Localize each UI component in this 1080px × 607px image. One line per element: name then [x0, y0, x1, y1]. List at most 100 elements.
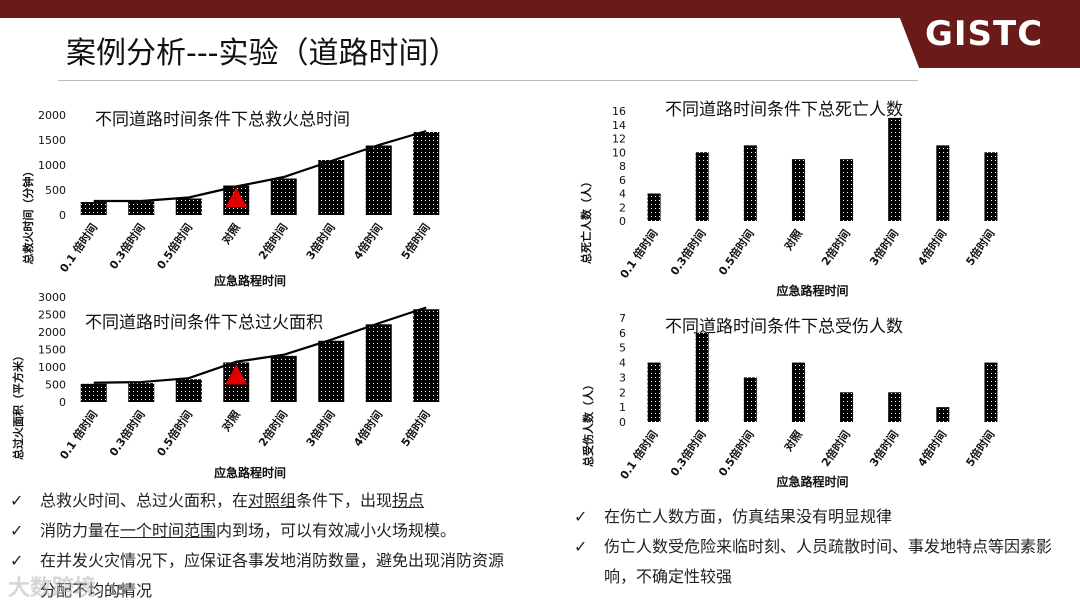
x-tick-label: 0.3倍时间 — [106, 408, 148, 459]
x-tick-label: 4倍时间 — [914, 227, 949, 268]
bar — [128, 201, 155, 215]
x-tick-label: 0.5倍时间 — [715, 428, 757, 479]
bullet-text: 在伤亡人数方面，仿真结果没有明显规律 — [604, 507, 893, 526]
bullet-text: 内到场，可以有效减小火场规模。 — [216, 521, 457, 540]
y-tick-label: 16 — [612, 105, 626, 118]
x-tick-label: 3倍时间 — [866, 428, 901, 469]
y-tick-label: 7 — [619, 312, 626, 325]
y-tick-label: 1000 — [38, 159, 66, 172]
check-icon: ✓ — [10, 521, 24, 540]
x-tick-label: 4倍时间 — [914, 428, 949, 469]
bullet-text: 总救火时间、总过火面积，在 — [40, 491, 249, 510]
y-tick-label: 10 — [612, 146, 626, 159]
x-tick-label: 0.5倍时间 — [154, 221, 196, 272]
y-tick-label: 0 — [619, 416, 626, 429]
y-tick-label: 6 — [619, 327, 626, 340]
bar — [888, 117, 902, 221]
chart-title: 不同道路时间条件下总救火总时间 — [95, 110, 350, 130]
check-icon: ✓ — [574, 507, 588, 526]
y-tick-label: 14 — [612, 119, 626, 132]
bar — [888, 392, 902, 422]
chart-title: 不同道路时间条件下总过火面积 — [85, 313, 323, 333]
top-banner — [0, 0, 1080, 18]
x-tick-label: 3倍时间 — [866, 227, 901, 268]
title-divider — [58, 80, 918, 81]
inflection-marker — [225, 364, 248, 385]
x-tick-label: 5倍时间 — [398, 221, 433, 262]
y-tick-label: 0 — [59, 209, 66, 222]
x-tick-label: 0.1 倍时间 — [56, 221, 100, 275]
y-tick-label: 2000 — [38, 326, 66, 339]
check-icon: ✓ — [574, 537, 588, 556]
trend-line — [93, 129, 427, 203]
bullet-item: ✓ 在并发火灾情况下，应保证各事发地消防数量，避免出现消防资源分配不均的情况 — [10, 546, 510, 606]
bar — [695, 152, 709, 221]
x-tick-label: 5倍时间 — [963, 227, 998, 268]
inflection-marker — [225, 187, 248, 208]
y-tick-label: 2 — [619, 201, 626, 214]
watermark: 大数跨境 15 — [8, 576, 128, 601]
bullets-left: ✓ 总救火时间、总过火面积，在对照组条件下，出现拐点 ✓ 消防力量在一个时间范围内到场… — [10, 486, 510, 606]
bullet-item: ✓ 在伤亡人数方面，仿真结果没有明显规律 — [574, 502, 1054, 532]
gistc-logo: GISTC — [925, 14, 1044, 54]
y-tick-label: 4 — [619, 357, 626, 370]
bar — [413, 309, 440, 402]
bar — [175, 379, 202, 402]
x-tick-label: 0.3倍时间 — [667, 227, 709, 278]
bar — [128, 383, 155, 402]
x-tick-label: 0.1 倍时间 — [617, 227, 661, 281]
y-axis-label: 总过火面积（平方米） — [11, 350, 25, 460]
x-tick-label: 2倍时间 — [818, 227, 853, 268]
bullet-text: 在并发火灾情况下，应保证各事发地消防数量，避免出现消防资源分配不均的情况 — [40, 551, 505, 600]
bar — [791, 159, 805, 221]
bullet-text: 对照组 — [248, 491, 297, 510]
x-tick-label: 3倍时间 — [303, 408, 338, 449]
y-tick-label: 1500 — [38, 344, 66, 357]
y-tick-label: 4 — [619, 188, 626, 201]
x-tick-label: 对照 — [781, 227, 805, 253]
bar — [743, 377, 757, 422]
x-tick-label: 5倍时间 — [398, 408, 433, 449]
y-axis-label: 总救火时间（分钟） — [21, 166, 35, 265]
bar — [318, 340, 345, 402]
chart-burned-area: 不同道路时间条件下总过火面积 0 500 1000 1500 2000 2500 3000 总过… — [0, 290, 470, 490]
bar — [318, 160, 345, 215]
y-tick-label: 1500 — [38, 134, 66, 147]
y-tick-label: 8 — [619, 160, 626, 173]
y-tick-label: 1 — [619, 401, 626, 414]
x-axis-label: 应急路程时间 — [214, 273, 286, 288]
x-tick-label: 对照 — [781, 428, 805, 454]
y-tick-label: 1000 — [38, 361, 66, 374]
bar — [840, 159, 854, 221]
chart-fire-time: 不同道路时间条件下总救火总时间 0 500 1000 1500 2000 总救火时间（分钟）… — [0, 95, 470, 295]
bar — [791, 362, 805, 422]
x-axis-label: 应急路程时间 — [776, 283, 848, 298]
bullet-text: 消防力量在 — [40, 521, 121, 540]
x-tick-label: 0.1 倍时间 — [56, 408, 100, 462]
chart-injuries: 不同道路时间条件下总受伤人数 0 1 2 3 4 5 6 7 总受伤人数（人） 0.1 倍时间 0.3… — [570, 308, 1050, 498]
y-tick-label: 0 — [619, 215, 626, 228]
bullet-text: 一个时间范围 — [120, 521, 217, 540]
x-tick-label: 0.3倍时间 — [667, 428, 709, 479]
bullet-text: 条件下，出现 — [296, 491, 393, 510]
x-tick-label: 对照 — [219, 408, 243, 434]
y-tick-label: 3000 — [38, 291, 66, 304]
bar — [175, 198, 202, 215]
logo-banner — [893, 0, 1080, 68]
bar — [695, 332, 709, 422]
y-tick-label: 12 — [612, 133, 626, 146]
bar — [270, 178, 297, 215]
bar — [270, 355, 297, 402]
y-axis-label: 总受伤人数（人） — [581, 379, 595, 467]
bar — [984, 152, 998, 221]
bullet-item: ✓ 消防力量在一个时间范围内到场，可以有效减小火场规模。 — [10, 516, 510, 546]
x-tick-label: 0.5倍时间 — [715, 227, 757, 278]
y-tick-label: 6 — [619, 174, 626, 187]
bar — [936, 407, 950, 422]
y-tick-label: 2000 — [38, 109, 66, 122]
x-tick-label: 2倍时间 — [818, 428, 853, 469]
trend-line — [93, 306, 427, 384]
bar — [840, 392, 854, 422]
bar — [413, 132, 440, 215]
y-axis-label: 总死亡人数（人） — [579, 176, 593, 264]
